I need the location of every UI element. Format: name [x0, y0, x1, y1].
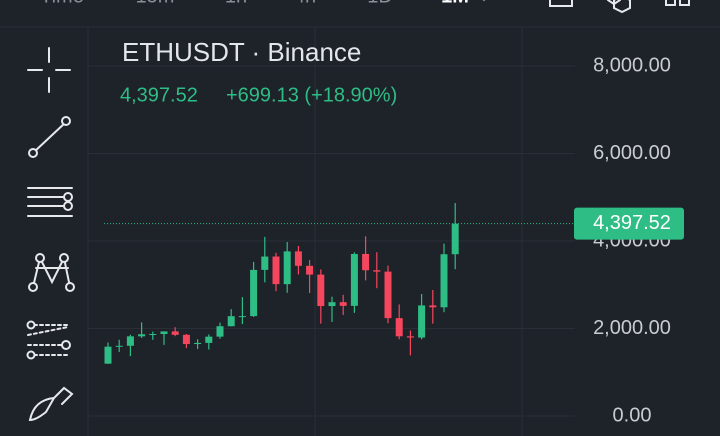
candle-body [160, 331, 168, 335]
timeframe-tab[interactable]: 1D [367, 0, 393, 7]
candle-body [194, 342, 202, 345]
candle-body [104, 346, 112, 364]
timeframe-tab[interactable]: 1h [225, 0, 247, 7]
candle-body [339, 302, 347, 306]
toolbar-icons [549, 0, 690, 14]
candle-body [317, 274, 325, 307]
layout-icon[interactable] [679, 0, 690, 6]
candle-body [227, 316, 235, 327]
y-tick-label: 0.00 [613, 404, 652, 426]
price-tag-box [574, 207, 684, 240]
candle-body [149, 334, 157, 336]
fib-tool[interactable] [26, 320, 71, 360]
chart-title: ETHUSDT · Binance [122, 37, 361, 67]
candle-body [283, 251, 291, 285]
chart-type-icon[interactable] [549, 0, 573, 7]
candle-body [238, 316, 246, 318]
candle-body [395, 318, 403, 337]
candle-body [451, 223, 459, 255]
candle-body [250, 269, 258, 317]
y-tick-label: 6,000.00 [593, 142, 671, 164]
timeframe-tab[interactable]: 1M [441, 0, 469, 7]
candle-body [115, 345, 123, 347]
candle-body [350, 253, 358, 306]
candle-body [306, 265, 314, 275]
candle-body [216, 326, 224, 337]
candle-body [171, 331, 179, 335]
crosshair-tool[interactable] [27, 47, 71, 93]
timeframe-tab[interactable]: 15m [136, 0, 175, 7]
candle-body [138, 334, 146, 337]
candle-body [406, 336, 414, 338]
timeframe-tab[interactable]: 4h [294, 0, 316, 7]
candle-body [205, 336, 213, 343]
last-price: 4,397.52 [120, 84, 198, 106]
indicator-icon[interactable] [607, 0, 631, 14]
timeframe-tabs[interactable]: Time 15m 1h 4h 1D 1M [40, 0, 488, 7]
trendline-tool[interactable] [28, 116, 71, 158]
brush-tool[interactable] [28, 386, 74, 422]
price-tag: 4,397.52 [593, 212, 671, 234]
candle-body [126, 336, 134, 346]
candle-body [418, 305, 426, 338]
candle-body [384, 271, 392, 319]
candle-body [182, 334, 190, 345]
pattern-tool[interactable] [28, 253, 75, 292]
layout-icon[interactable] [665, 0, 676, 6]
drawing-tools [26, 47, 75, 422]
price-change: +699.13 (+18.90%) [226, 84, 397, 106]
candle-body [440, 254, 448, 308]
plot-area: 0.002,000.004,000.006,000.008,000.004,39… [88, 54, 684, 426]
y-tick-label: 8,000.00 [593, 54, 671, 76]
candle-body [294, 251, 302, 266]
candle-body [328, 302, 336, 307]
candle-body [373, 270, 381, 272]
candle-body [272, 256, 280, 285]
candle-body [429, 305, 437, 308]
candle-body [362, 253, 370, 271]
y-tick-label: 2,000.00 [593, 317, 671, 339]
timeframe-tab[interactable]: Time [40, 0, 84, 7]
lines-tool[interactable] [27, 187, 73, 217]
candle-body [261, 256, 269, 270]
